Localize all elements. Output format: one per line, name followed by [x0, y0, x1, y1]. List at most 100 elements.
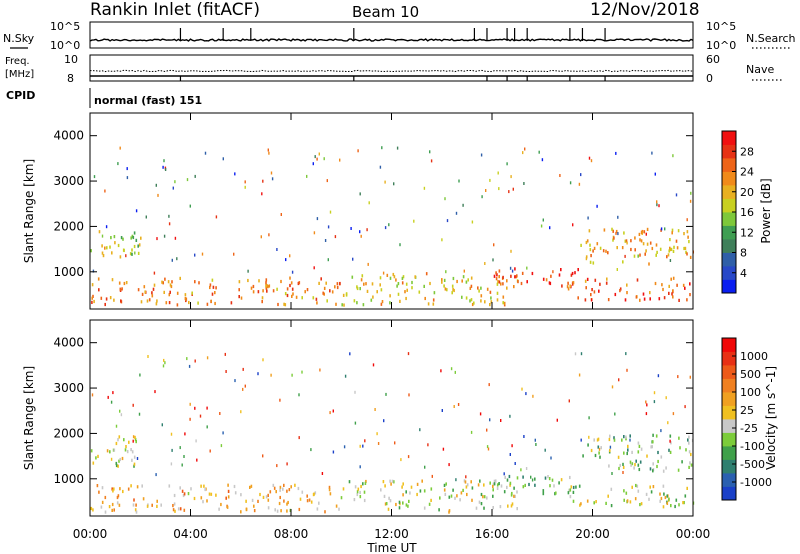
echo-cell-sparse	[524, 147, 526, 151]
echo-cell-sparse	[465, 475, 467, 479]
echo-cell-sparse	[195, 439, 197, 443]
echo-cell-sparse	[660, 227, 663, 231]
echo-cell	[119, 287, 122, 291]
echo-cell	[579, 503, 581, 507]
echo-cell	[276, 509, 279, 513]
echo-cell	[659, 499, 661, 503]
echo-cell	[489, 481, 491, 485]
echo-cell-sparse	[580, 173, 582, 177]
echo-cell	[688, 240, 690, 244]
echo-cell	[141, 484, 143, 488]
power-panel: 1000 2000 3000 4000 Slant Range [km] 4 8 12 16…	[22, 112, 773, 310]
echo-cell	[102, 254, 105, 258]
echo-cell	[688, 441, 690, 445]
echo-cell	[490, 300, 493, 304]
echo-cell-sparse	[510, 175, 512, 179]
echo-cell	[215, 286, 217, 290]
echo-cell	[313, 492, 315, 496]
echo-cell	[279, 485, 282, 489]
echo-cell	[289, 276, 291, 280]
y-tick-label: 3000	[53, 174, 84, 188]
echo-cell	[240, 296, 243, 300]
echo-cell-sparse	[498, 187, 500, 191]
echo-cell	[516, 476, 519, 480]
echo-cell	[587, 443, 589, 447]
echo-cell-sparse	[164, 168, 167, 171]
echo-cell	[402, 501, 404, 505]
echo-cell-sparse	[471, 220, 474, 224]
echo-cell	[492, 494, 494, 498]
echo-cell-sparse	[512, 187, 514, 191]
echo-cell-sparse	[155, 183, 157, 187]
echo-cell	[421, 479, 423, 483]
echo-cell	[577, 296, 579, 300]
echo-cell	[462, 275, 465, 279]
echo-cell	[531, 271, 534, 276]
echo-cell	[133, 498, 135, 502]
echo-cell	[133, 244, 136, 249]
echo-cell	[290, 485, 292, 489]
echo-cell-sparse	[119, 146, 121, 150]
power-colorbar-label: Power [dB]	[759, 178, 773, 243]
echo-cell	[584, 298, 587, 302]
echo-cell	[306, 494, 308, 498]
echo-cell	[225, 496, 227, 500]
echo-cell	[173, 502, 176, 506]
echo-cell	[571, 271, 574, 276]
echo-cell	[670, 277, 672, 281]
echo-cell	[238, 295, 240, 299]
echo-cell	[649, 485, 651, 489]
echo-cell	[610, 487, 613, 491]
echo-cell-sparse	[580, 438, 582, 442]
colorbar-swatch	[722, 392, 736, 406]
echo-cell	[503, 301, 506, 305]
echo-cell	[397, 282, 400, 286]
echo-cell	[661, 283, 663, 287]
echo-cell-sparse	[242, 367, 244, 371]
echo-cell	[101, 500, 104, 504]
echo-cell-sparse	[480, 153, 483, 157]
echo-cell	[662, 287, 664, 292]
echo-cell-sparse	[225, 370, 227, 373]
echo-cell	[362, 482, 364, 486]
echo-cell	[117, 243, 120, 248]
echo-cell	[602, 249, 605, 253]
echo-cell	[605, 501, 607, 505]
echo-cell	[233, 484, 236, 489]
echo-cell	[318, 281, 320, 285]
echo-cell-sparse	[194, 406, 196, 410]
echo-cell	[106, 246, 108, 250]
echo-cell-sparse	[334, 235, 337, 239]
echo-cell	[428, 502, 431, 506]
echo-cell-sparse	[523, 435, 525, 438]
echo-cell	[490, 296, 492, 300]
echo-cell	[669, 450, 672, 454]
echo-cell	[172, 504, 174, 508]
echo-cell	[316, 301, 318, 305]
echo-cell	[405, 282, 408, 286]
echo-cell	[605, 249, 607, 253]
echo-cell	[463, 479, 466, 483]
echo-cell	[125, 281, 128, 285]
y-tick-label: 3000	[53, 381, 84, 395]
echo-cell	[625, 435, 627, 439]
echo-cell-sparse	[374, 408, 376, 411]
echo-cell-sparse	[332, 409, 334, 413]
echo-cell	[130, 484, 132, 488]
echo-cell-sparse	[669, 259, 672, 262]
echo-cell	[118, 435, 121, 439]
echo-cell	[652, 469, 654, 473]
echo-cell	[636, 484, 639, 488]
echo-cell	[613, 236, 615, 240]
echo-cell	[496, 298, 499, 302]
echo-cell	[198, 281, 200, 285]
echo-cell	[560, 478, 563, 482]
echo-cell-sparse	[224, 352, 226, 356]
echo-cell	[643, 297, 646, 301]
echo-cell	[608, 437, 611, 442]
echo-cell	[238, 288, 240, 292]
echo-cell	[197, 301, 199, 305]
echo-cell	[356, 285, 358, 289]
echo-cell-sparse	[614, 412, 616, 416]
echo-cell-sparse	[656, 203, 658, 207]
